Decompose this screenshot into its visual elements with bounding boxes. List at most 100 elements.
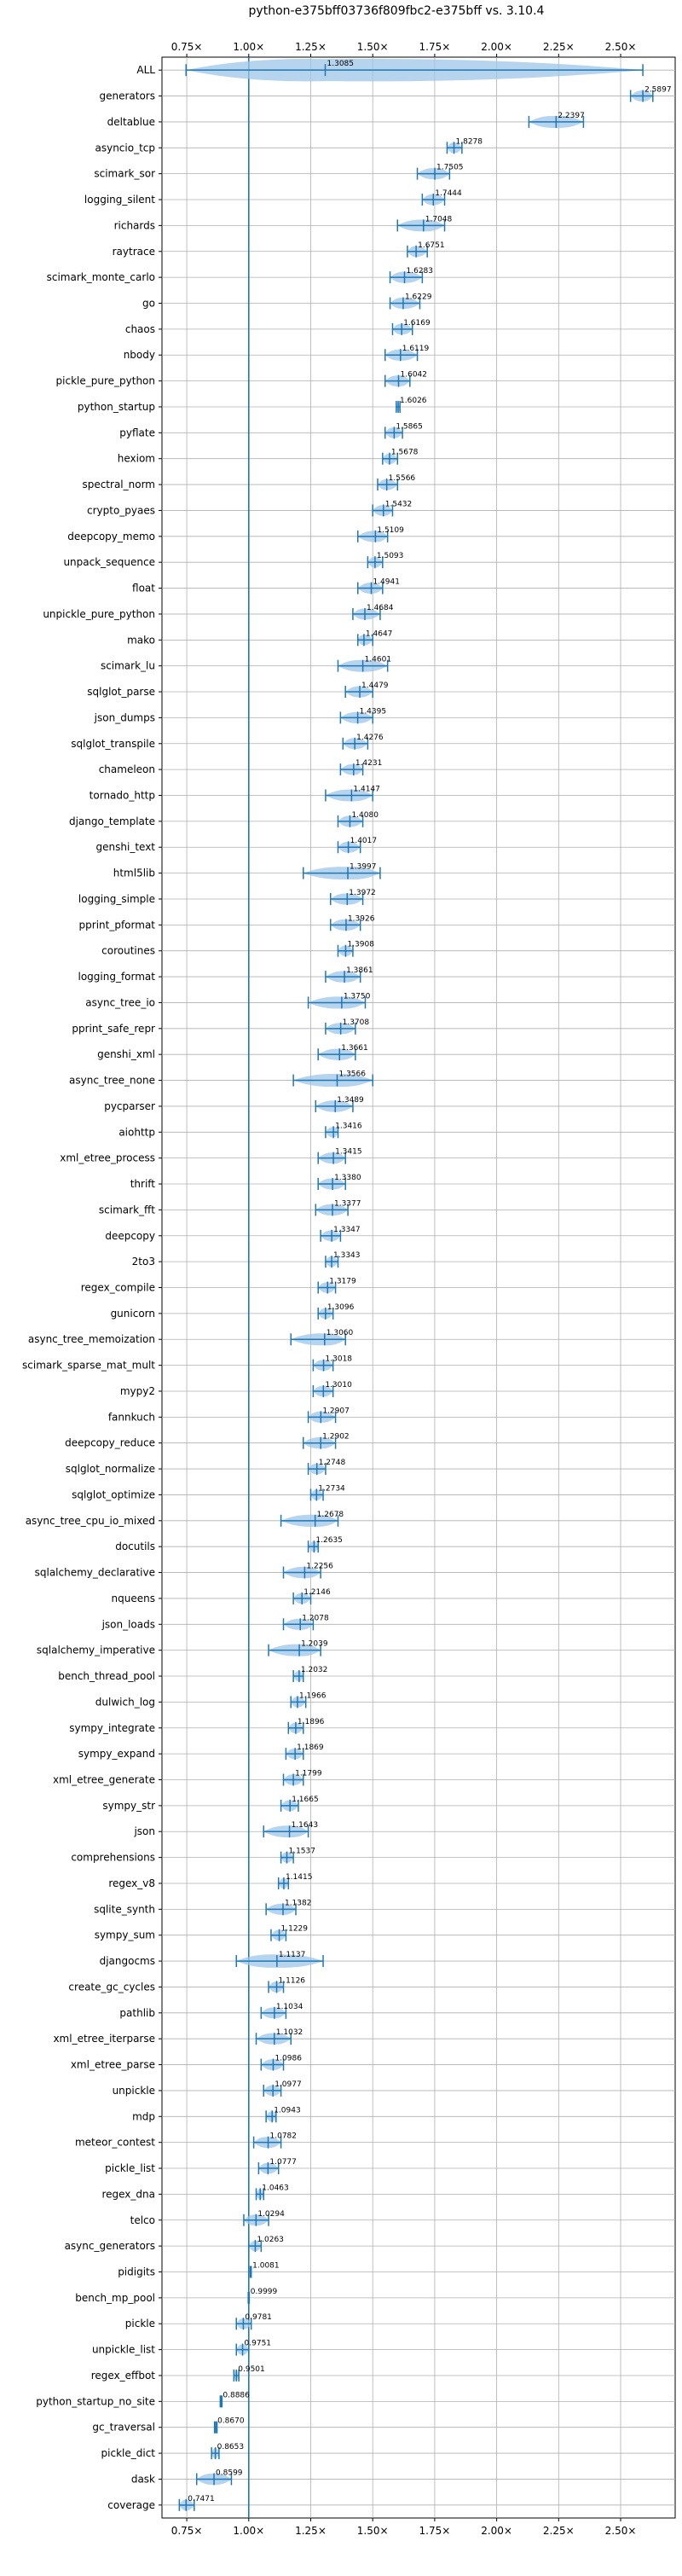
median-value-label: 2.5897 bbox=[644, 86, 672, 95]
median-value-label: 1.3096 bbox=[327, 1303, 355, 1312]
median-value-label: 1.6042 bbox=[401, 371, 428, 380]
median-value-label: 1.3179 bbox=[329, 1278, 356, 1286]
median-value-label: 1.4147 bbox=[353, 786, 380, 794]
benchmark-label: docutils bbox=[115, 1540, 155, 1552]
median-value-label: 1.0463 bbox=[262, 2184, 289, 2192]
median-value-label: 1.1537 bbox=[288, 1848, 315, 1856]
benchmark-label: sympy_expand bbox=[78, 1748, 155, 1760]
median-value-label: 1.3489 bbox=[337, 1096, 364, 1105]
median-value-label: 1.5678 bbox=[391, 449, 419, 457]
median-value-label: 1.1966 bbox=[299, 1691, 327, 1700]
median-value-label: 1.3416 bbox=[335, 1122, 362, 1130]
benchmark-label: pickle_pure_python bbox=[56, 375, 155, 387]
median-value-label: 1.4080 bbox=[351, 811, 379, 820]
median-value-label: 0.8599 bbox=[216, 2469, 243, 2477]
median-value-label: 1.4231 bbox=[355, 759, 383, 768]
benchmark-label: async_tree_none bbox=[69, 1075, 155, 1087]
benchmark-label: scimark_sparse_mat_mult bbox=[22, 1360, 155, 1372]
median-value-label: 1.5865 bbox=[396, 422, 423, 431]
benchmark-label: unpickle_list bbox=[92, 2344, 155, 2356]
benchmark-label: unpack_sequence bbox=[63, 556, 155, 568]
median-value-label: 0.9781 bbox=[245, 2313, 272, 2322]
median-value-label: 1.6169 bbox=[403, 319, 431, 328]
benchmark-label: generators bbox=[99, 90, 155, 102]
median-value-label: 1.2748 bbox=[319, 1459, 346, 1467]
benchmark-label: logging_simple bbox=[78, 893, 155, 905]
benchmark-label: pathlib bbox=[119, 2007, 155, 2019]
benchmark-label: genshi_xml bbox=[97, 1048, 155, 1060]
benchmark-label: pprint_safe_repr bbox=[72, 1023, 155, 1035]
median-value-label: 1.0081 bbox=[252, 2262, 280, 2271]
benchmark-label: xml_etree_generate bbox=[53, 1774, 155, 1786]
median-value-label: 1.2078 bbox=[302, 1614, 329, 1622]
x-tick-label-top: 2.50× bbox=[605, 41, 637, 53]
benchmark-label: deepcopy_memo bbox=[67, 531, 155, 542]
benchmark-label: raytrace bbox=[113, 246, 155, 258]
benchmark-label: sqlalchemy_imperative bbox=[37, 1645, 155, 1656]
benchmark-label: scimark_fft bbox=[99, 1204, 155, 1215]
median-value-label: 1.6751 bbox=[418, 241, 444, 250]
median-value-label: 1.7505 bbox=[436, 164, 464, 172]
benchmark-label: coverage bbox=[107, 2499, 155, 2511]
median-value-label: 1.4395 bbox=[360, 707, 387, 716]
benchmark-label: sqlglot_optimize bbox=[72, 1488, 155, 1500]
benchmark-label: pidigits bbox=[118, 2266, 155, 2278]
benchmark-label: async_tree_io bbox=[85, 996, 155, 1008]
benchmark-label: bench_mp_pool bbox=[75, 2292, 155, 2304]
median-value-label: 1.3415 bbox=[335, 1148, 362, 1157]
x-tick-label-top: 1.75× bbox=[419, 41, 451, 53]
median-value-label: 1.1415 bbox=[286, 1873, 313, 1882]
benchmark-label: gunicorn bbox=[111, 1308, 155, 1320]
benchmark-label: async_tree_cpu_io_mixed bbox=[26, 1515, 155, 1527]
median-value-label: 1.1382 bbox=[285, 1899, 312, 1907]
chart-title: python-e375bff03736f809fbc2-e375bff vs. … bbox=[249, 4, 545, 18]
x-tick-label-bottom: 2.50× bbox=[605, 2525, 637, 2537]
median-value-label: 1.1799 bbox=[295, 1770, 322, 1778]
median-value-label: 1.0977 bbox=[275, 2080, 302, 2089]
median-value-label: 0.8670 bbox=[217, 2417, 245, 2426]
benchmark-label: json bbox=[133, 1825, 155, 1837]
benchmark-label: unpickle_pure_python bbox=[43, 608, 155, 620]
benchmark-label: regex_dna bbox=[101, 2188, 155, 2200]
median-value-label: 1.5566 bbox=[389, 474, 416, 483]
median-value-label: 1.4276 bbox=[356, 734, 384, 742]
benchmark-label: scimark_lu bbox=[101, 660, 155, 672]
benchmark-label: chameleon bbox=[99, 763, 155, 775]
benchmark-label: spectral_norm bbox=[82, 479, 155, 490]
median-value-label: 0.8653 bbox=[217, 2443, 245, 2451]
benchmark-label: tornado_http bbox=[90, 790, 155, 802]
median-value-label: 1.4941 bbox=[373, 578, 400, 587]
median-value-label: 1.7444 bbox=[435, 189, 462, 198]
median-value-label: 1.3861 bbox=[346, 966, 373, 975]
benchmark-label: fannkuch bbox=[108, 1411, 155, 1423]
x-tick-label-top: 1.50× bbox=[357, 41, 389, 53]
median-value-label: 1.3708 bbox=[343, 1018, 370, 1027]
median-value-label: 1.3926 bbox=[348, 914, 375, 923]
benchmark-label: asyncio_tcp bbox=[95, 142, 155, 154]
benchmark-label: xml_etree_iterparse bbox=[53, 2033, 155, 2045]
benchmark-label: chaos bbox=[125, 323, 155, 335]
benchmark-label: html5lib bbox=[113, 867, 155, 879]
median-value-label: 1.3661 bbox=[341, 1044, 368, 1053]
benchmark-label: regex_v8 bbox=[108, 1877, 155, 1889]
benchmark-label: sympy_integrate bbox=[69, 1722, 155, 1734]
benchmark-label: sqlite_synth bbox=[94, 1903, 155, 1915]
x-tick-label-bottom: 1.75× bbox=[419, 2525, 451, 2537]
x-tick-label-bottom: 2.00× bbox=[481, 2525, 512, 2537]
benchmark-label: sqlglot_transpile bbox=[71, 738, 155, 750]
median-value-label: 1.2039 bbox=[301, 1640, 328, 1649]
median-value-label: 1.2678 bbox=[317, 1511, 344, 1519]
median-value-label: 1.2907 bbox=[322, 1407, 350, 1415]
benchmark-label: sqlglot_normalize bbox=[66, 1463, 155, 1475]
median-value-label: 1.3085 bbox=[327, 60, 355, 68]
benchmark-label: create_gc_cycles bbox=[68, 1981, 155, 1993]
x-tick-label-bottom: 1.00× bbox=[233, 2525, 264, 2537]
median-value-label: 1.1126 bbox=[279, 1976, 306, 1985]
benchmark-label: scimark_sor bbox=[94, 168, 155, 180]
benchmark-label: django_template bbox=[69, 815, 155, 827]
benchmark-label: mako bbox=[127, 634, 155, 646]
x-tick-label-bottom: 1.25× bbox=[295, 2525, 327, 2537]
benchmark-label: json_loads bbox=[101, 1618, 155, 1630]
benchmark-label: logging_silent bbox=[84, 194, 155, 206]
